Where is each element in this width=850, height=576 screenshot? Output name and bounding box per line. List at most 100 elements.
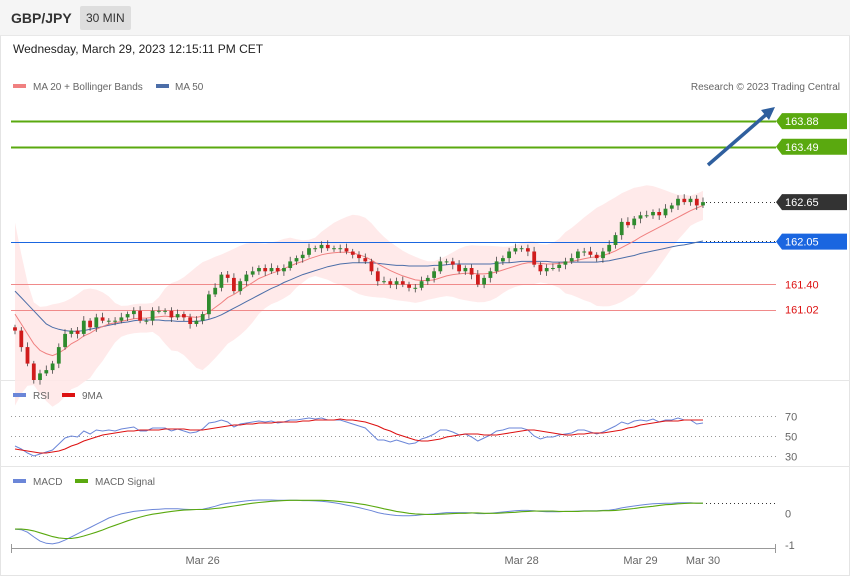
level-lines: [11, 120, 776, 311]
candle-up: [238, 281, 243, 292]
ma20-legend-label: MA 20 + Bollinger Bands: [33, 82, 143, 93]
candle-up: [175, 314, 180, 318]
support-level-label: 161.40: [785, 280, 819, 292]
macd-panel: MACD MACD Signal 0 -1: [13, 477, 795, 552]
macd-line: [14, 499, 703, 545]
candle-up: [282, 268, 286, 272]
candle-up: [488, 271, 493, 278]
arrow-head-icon: [761, 107, 775, 120]
candle-up: [157, 310, 161, 312]
candle-up: [569, 258, 574, 262]
candle-up: [194, 320, 199, 324]
candle-down: [388, 281, 393, 285]
datetime-label: Wednesday, March 29, 2023 12:15:11 PM CE…: [13, 42, 264, 56]
candle-down: [182, 314, 186, 318]
x-tick-label: Mar 26: [185, 555, 219, 567]
candle-up: [338, 248, 343, 250]
ma20-legend-swatch: [13, 84, 26, 88]
candle-up: [688, 198, 693, 203]
candle-up: [69, 330, 74, 334]
x-tick-label: Mar 28: [504, 555, 538, 567]
price-tag: [776, 138, 847, 155]
macd-grid: 0 -1: [706, 503, 795, 552]
candle-down: [19, 330, 24, 348]
candle-up: [576, 251, 580, 259]
candle-up: [382, 281, 386, 283]
x-tick-labels: Mar 26 Mar 28 Mar 29 Mar 30: [185, 555, 720, 567]
price-tag-label: 162.05: [785, 237, 819, 249]
price-panel: 163.88 163.49 162.65 162.05 161.40 161.02: [11, 107, 847, 407]
candle-down: [13, 327, 17, 331]
candle-down: [400, 281, 405, 285]
rsi-panel: RSI 9MA 70 50 30: [11, 391, 797, 464]
candle-up: [244, 274, 249, 282]
macd-tick-label: 0: [785, 508, 791, 520]
candle-down: [225, 274, 230, 278]
credit-label: Research © 2023 Trading Central: [691, 82, 840, 93]
candle-up: [207, 294, 211, 315]
candle-up: [269, 268, 274, 272]
candle-down: [188, 317, 193, 324]
candle-up: [663, 208, 668, 216]
candle-up: [563, 261, 568, 265]
ma50-legend-label: MA 50: [175, 82, 204, 93]
candle-down: [325, 244, 330, 249]
candle-down: [588, 251, 593, 255]
symbol-title: GBP/JPY: [11, 10, 72, 26]
x-tick-label: Mar 29: [623, 555, 657, 567]
candle-up: [288, 261, 293, 268]
candle-up: [507, 251, 511, 259]
candle-up: [257, 268, 261, 272]
candle-up: [644, 215, 649, 217]
candle-up: [444, 261, 449, 263]
candle-down: [532, 251, 537, 265]
candle-down: [626, 221, 630, 226]
candle-up: [619, 221, 624, 236]
macd-legend-swatch: [13, 479, 26, 483]
candle-up: [38, 373, 42, 380]
candle-up: [519, 248, 524, 250]
candle-up: [44, 370, 49, 374]
candle-up: [551, 268, 555, 269]
candle-up: [63, 333, 67, 348]
candle-up: [200, 314, 205, 321]
candle-down: [75, 330, 80, 334]
price-tag: [776, 113, 847, 130]
ma50-legend-swatch: [156, 84, 169, 88]
candle-down: [31, 363, 36, 380]
macd-signal-legend-label: MACD Signal: [95, 477, 155, 488]
rsi-ma-legend-swatch: [62, 393, 75, 397]
rsi-grid: 70 50 30: [11, 412, 797, 464]
candle-up: [544, 268, 549, 272]
candle-down: [275, 268, 280, 272]
candle-down: [694, 198, 699, 206]
candle-up: [119, 317, 124, 321]
candle-up: [463, 268, 468, 272]
price-tag: [776, 194, 847, 211]
candle-up: [94, 317, 99, 328]
rsi-tick-label: 50: [785, 432, 797, 444]
candle-down: [169, 310, 174, 318]
candle-down: [538, 264, 543, 272]
rsi-legend-label: RSI: [33, 391, 50, 402]
candle-up: [132, 310, 136, 315]
candle-up: [250, 271, 255, 275]
candle-up: [638, 215, 643, 219]
candle-up: [219, 274, 224, 288]
candle-up: [482, 277, 486, 285]
candle-up: [313, 248, 318, 250]
candle-up: [307, 248, 311, 255]
candle-up: [394, 281, 399, 285]
candle-down: [88, 320, 92, 328]
candle-down: [357, 254, 361, 259]
candle-up: [113, 320, 117, 322]
rsi-legend-swatch: [13, 393, 26, 397]
price-tag-label: 163.49: [785, 142, 819, 154]
candle-down: [263, 268, 268, 272]
candle-up: [601, 251, 605, 259]
timeframe-button[interactable]: 30 MIN: [80, 6, 131, 30]
candle-up: [557, 264, 562, 268]
candle-up: [413, 287, 418, 289]
candle-down: [594, 254, 599, 259]
